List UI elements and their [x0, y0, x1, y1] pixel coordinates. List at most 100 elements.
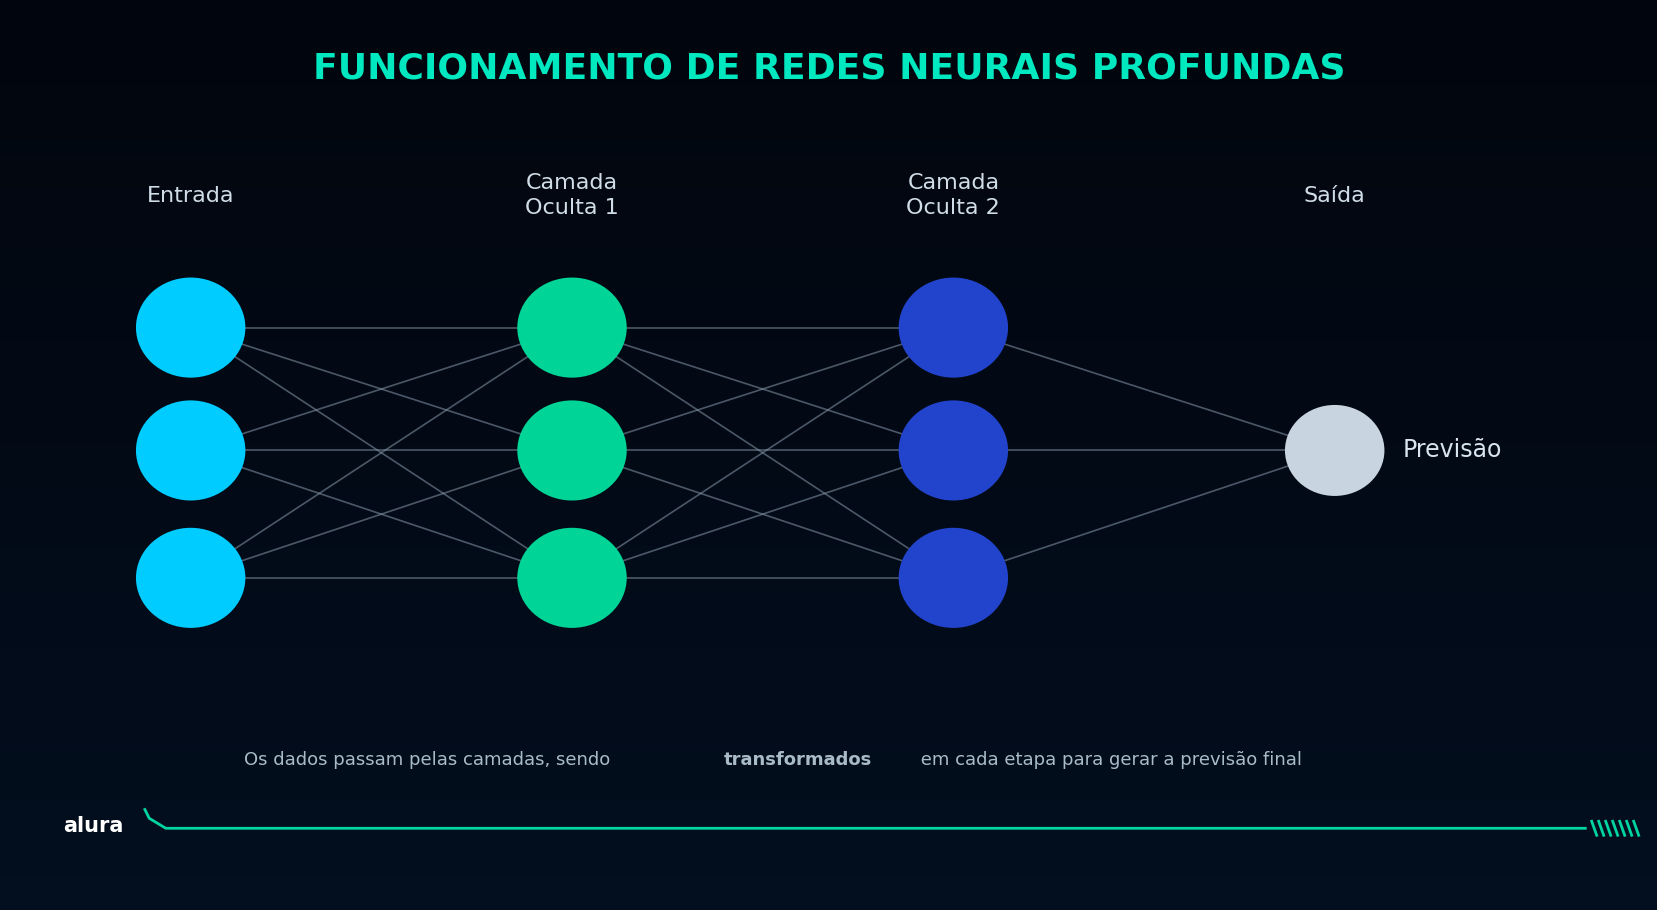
Bar [0, 880, 1657, 885]
Ellipse shape [136, 528, 245, 628]
Bar [0, 176, 1657, 182]
Bar [0, 376, 1657, 382]
Ellipse shape [517, 400, 626, 500]
Ellipse shape [517, 278, 626, 378]
Bar [0, 789, 1657, 794]
Bar [0, 103, 1657, 109]
Text: Os dados passam pelas camadas, sendo: Os dados passam pelas camadas, sendo [244, 751, 615, 769]
Bar [0, 230, 1657, 237]
Bar [0, 157, 1657, 164]
Bar [0, 837, 1657, 844]
Bar [0, 807, 1657, 813]
Bar [0, 801, 1657, 807]
Bar [0, 382, 1657, 389]
Bar [0, 831, 1657, 837]
Bar [0, 146, 1657, 152]
Bar [0, 164, 1657, 170]
Bar [0, 673, 1657, 680]
Bar [0, 667, 1657, 673]
Bar [0, 849, 1657, 855]
Ellipse shape [136, 400, 245, 500]
Bar [0, 85, 1657, 91]
Bar [0, 825, 1657, 831]
Bar [0, 710, 1657, 716]
Bar [0, 783, 1657, 789]
Bar [0, 212, 1657, 218]
Bar [0, 625, 1657, 631]
Bar [0, 662, 1657, 667]
Bar [0, 139, 1657, 146]
Bar [0, 758, 1657, 764]
Bar [0, 121, 1657, 127]
Bar [0, 267, 1657, 273]
Text: alura: alura [63, 816, 123, 836]
Bar [0, 55, 1657, 61]
Text: Saída: Saída [1302, 186, 1365, 206]
Bar [0, 819, 1657, 825]
Bar [0, 516, 1657, 521]
Bar [0, 48, 1657, 55]
Bar [0, 892, 1657, 898]
Ellipse shape [898, 278, 1007, 378]
Bar [0, 867, 1657, 874]
Bar [0, 844, 1657, 849]
Ellipse shape [136, 278, 245, 378]
Bar [0, 182, 1657, 188]
Bar [0, 776, 1657, 783]
Bar [0, 18, 1657, 25]
Bar [0, 540, 1657, 546]
Bar [0, 794, 1657, 801]
Bar [0, 698, 1657, 703]
Bar [0, 91, 1657, 97]
Bar [0, 564, 1657, 571]
Bar [0, 655, 1657, 662]
Bar [0, 491, 1657, 498]
Bar [0, 79, 1657, 85]
Bar [0, 467, 1657, 473]
Bar [0, 273, 1657, 279]
Bar [0, 692, 1657, 698]
Bar [0, 443, 1657, 449]
Bar [0, 207, 1657, 212]
Bar [0, 303, 1657, 309]
Bar [0, 771, 1657, 776]
Bar [0, 528, 1657, 534]
Bar [0, 521, 1657, 528]
Bar [0, 601, 1657, 607]
Bar [0, 225, 1657, 230]
Bar [0, 716, 1657, 722]
Bar [0, 885, 1657, 892]
Bar [0, 43, 1657, 48]
Ellipse shape [517, 528, 626, 628]
Bar [0, 619, 1657, 625]
Ellipse shape [898, 528, 1007, 628]
Bar [0, 309, 1657, 316]
Bar [0, 734, 1657, 740]
Bar [0, 904, 1657, 910]
Bar [0, 6, 1657, 12]
Bar [0, 328, 1657, 334]
Bar [0, 237, 1657, 243]
Bar [0, 874, 1657, 880]
Bar [0, 394, 1657, 400]
Bar [0, 649, 1657, 655]
Bar [0, 321, 1657, 328]
Bar [0, 73, 1657, 79]
Bar [0, 612, 1657, 619]
Bar [0, 455, 1657, 461]
Text: Camada
Oculta 2: Camada Oculta 2 [906, 173, 999, 218]
Bar [0, 728, 1657, 734]
Bar [0, 364, 1657, 370]
Bar [0, 480, 1657, 485]
Bar [0, 412, 1657, 419]
Bar [0, 498, 1657, 503]
Bar [0, 400, 1657, 407]
Bar [0, 291, 1657, 298]
Bar [0, 534, 1657, 540]
Bar [0, 0, 1657, 6]
Bar [0, 316, 1657, 321]
Bar [0, 740, 1657, 746]
Bar [0, 722, 1657, 728]
Bar [0, 703, 1657, 710]
Bar [0, 582, 1657, 589]
